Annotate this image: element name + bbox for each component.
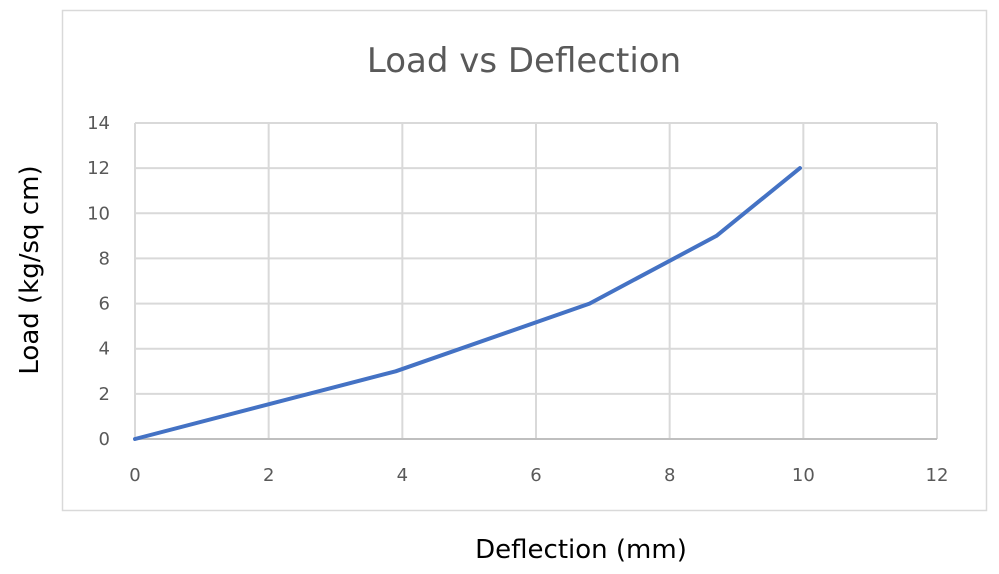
- chart-title: Load vs Deflection: [367, 41, 681, 81]
- series-lines: [133, 166, 802, 441]
- series-line-0: [133, 166, 802, 441]
- y-tick-labels: 0 2 4 6 8 10 12 14: [87, 113, 110, 450]
- y-tick-label: 0: [99, 429, 110, 450]
- x-tick-label: 6: [530, 465, 541, 486]
- x-tick-labels: 0 2 4 6 8 10 12: [129, 465, 948, 486]
- x-tick-label: 10: [792, 465, 815, 486]
- chart-area-border: [61, 9, 988, 512]
- y-tick-label: 4: [99, 339, 110, 360]
- y-tick-label: 12: [87, 158, 110, 179]
- x-axis-label: Deflection (mm): [475, 535, 687, 565]
- y-axis-label: Load (kg/sq cm): [15, 165, 45, 374]
- x-tick-label: 2: [263, 465, 274, 486]
- y-tick-label: 14: [87, 113, 110, 134]
- x-tick-label: 12: [926, 465, 949, 486]
- y-tick-label: 6: [99, 294, 110, 315]
- y-tick-label: 10: [87, 203, 110, 224]
- x-tick-label: 4: [397, 465, 408, 486]
- x-tick-label: 8: [664, 465, 675, 486]
- x-tick-label: 0: [129, 465, 140, 486]
- y-tick-label: 8: [99, 248, 110, 269]
- axes: [134, 123, 937, 440]
- y-tick-label: 2: [99, 384, 110, 405]
- gridlines: [135, 122, 938, 439]
